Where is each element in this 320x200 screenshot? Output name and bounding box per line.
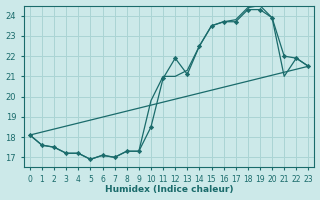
X-axis label: Humidex (Indice chaleur): Humidex (Indice chaleur): [105, 185, 233, 194]
